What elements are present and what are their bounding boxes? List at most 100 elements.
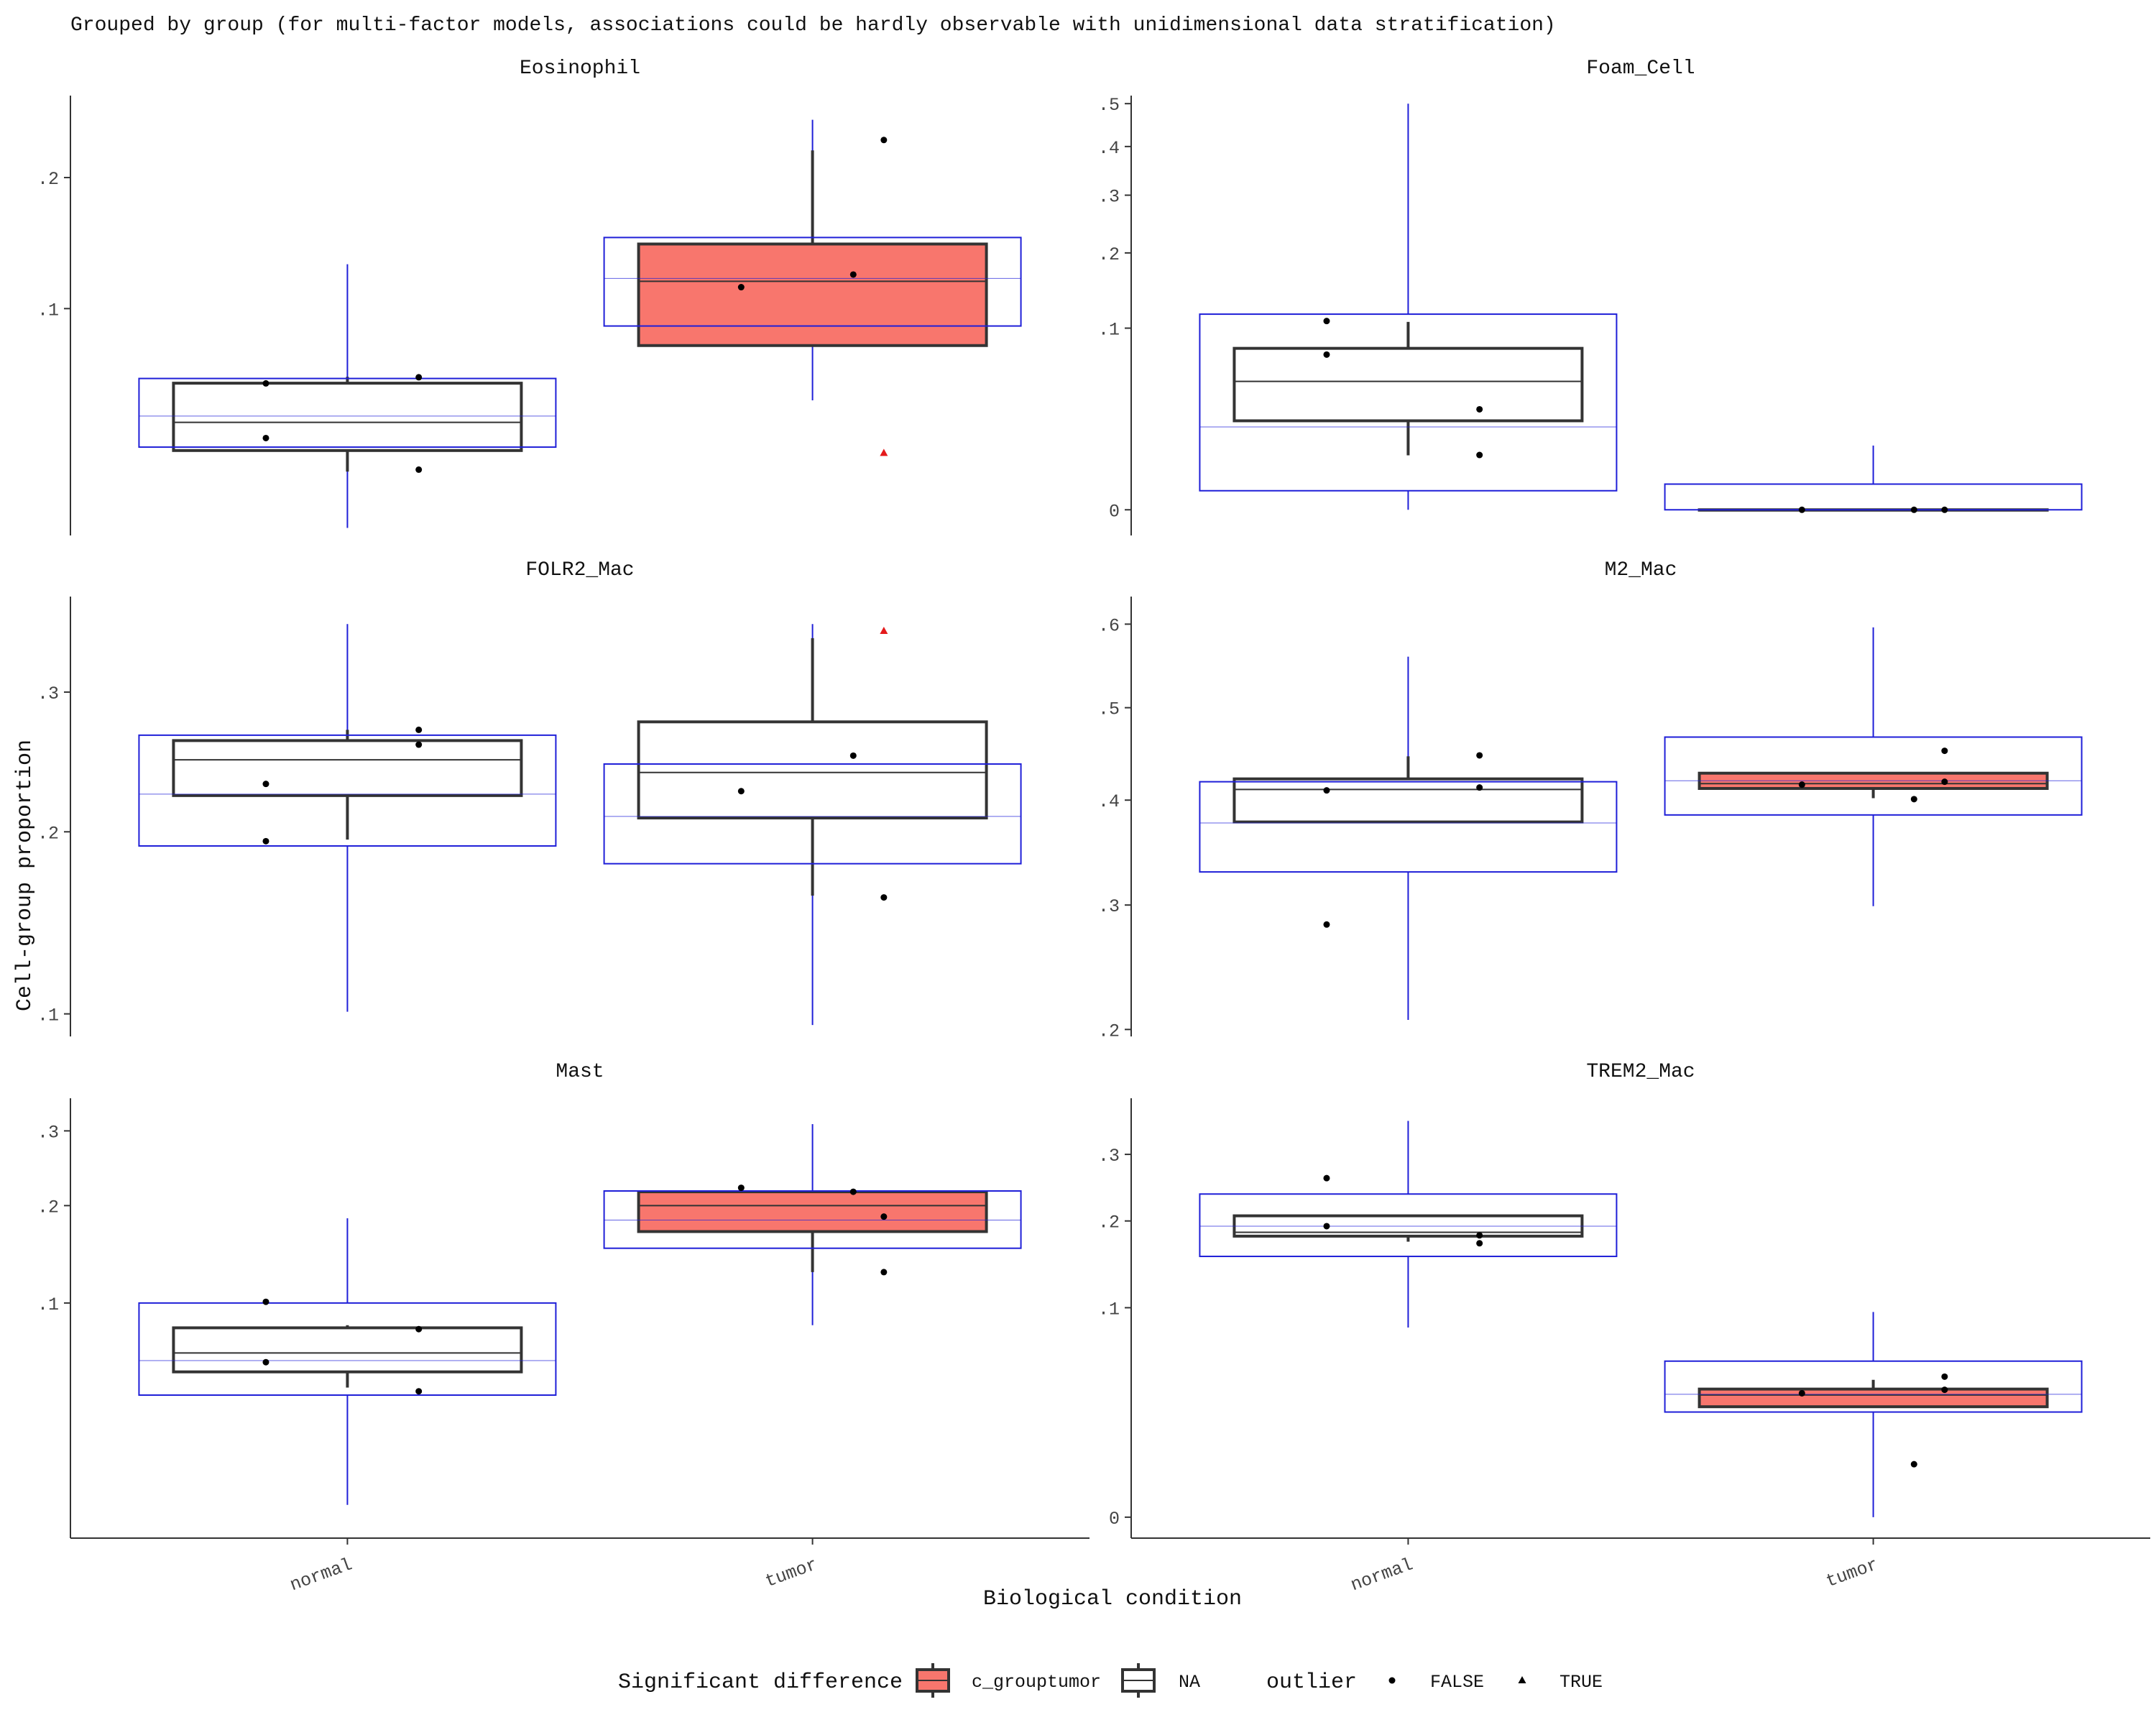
data-point <box>262 781 270 788</box>
panel-title: FOLR2_Mac <box>525 559 634 581</box>
x-axis-label: Biological condition <box>983 1587 1242 1611</box>
interval-box <box>1664 1360 2083 1413</box>
panel-mast: Mast .1 .2 .3 normal tumor <box>37 1061 1089 1596</box>
data-point <box>262 837 270 845</box>
y-tick-label: .4 <box>1098 791 1120 812</box>
panel-title: Foam_Cell <box>1586 58 1695 80</box>
data-point <box>415 741 423 748</box>
box <box>637 1190 988 1233</box>
interval-box <box>1664 483 2083 511</box>
data-point <box>415 1388 423 1395</box>
box <box>637 242 988 347</box>
panel-title: TREM2_Mac <box>1586 1061 1695 1083</box>
data-point <box>415 374 423 381</box>
interval-box <box>138 734 557 847</box>
data-point <box>415 1325 423 1333</box>
y-tick-label: .2 <box>1098 1021 1120 1041</box>
outlier-point <box>880 627 888 635</box>
data-point <box>1798 1389 1805 1397</box>
chart-title: Grouped by group (for multi-factor model… <box>70 14 1556 37</box>
data-point <box>1323 351 1330 358</box>
y-tick-label: .6 <box>1098 615 1120 636</box>
data-point <box>1798 781 1805 788</box>
y-tick-label: 0 <box>1109 501 1120 522</box>
y-tick-label: .1 <box>1098 320 1120 341</box>
y-axis-label: Cell-group proportion <box>13 740 37 1011</box>
box <box>1233 777 1584 824</box>
panel-eosinophil: Eosinophil .1 .2 <box>37 58 1022 535</box>
data-point <box>737 788 745 795</box>
x-tick-label: normal <box>1348 1554 1416 1596</box>
legend-fill-label: c_grouptumor <box>972 1672 1101 1693</box>
data-point <box>1941 506 1948 513</box>
data-point <box>1910 1460 1917 1468</box>
x-tick-label: tumor <box>763 1554 820 1592</box>
data-point <box>1798 506 1805 513</box>
x-tick-label: normal <box>287 1554 356 1596</box>
interval-box <box>138 377 557 448</box>
legend-shape-triangle <box>1518 1676 1526 1683</box>
y-tick-label: .1 <box>1098 1299 1120 1320</box>
data-point <box>262 434 270 441</box>
data-point <box>880 1269 888 1276</box>
data-point <box>737 1184 745 1192</box>
y-tick-label: 0 <box>1109 1509 1120 1530</box>
panel-trem2-mac: TREM2_Mac 0 .1 .2 .3 normal tumor <box>1098 1061 2150 1596</box>
data-point <box>1323 921 1330 928</box>
panel-folr2-mac: FOLR2_Mac .1 .2 .3 <box>37 559 1022 1036</box>
data-point <box>1910 506 1917 513</box>
box <box>637 720 988 820</box>
legend: Significant difference c_grouptumor NA outl… <box>618 1663 1603 1698</box>
data-point <box>849 1188 857 1195</box>
y-tick-label: .3 <box>1098 187 1120 208</box>
y-tick-label: .2 <box>37 823 59 844</box>
box <box>172 1326 523 1374</box>
data-point <box>415 726 423 733</box>
panel-title: Mast <box>556 1061 604 1083</box>
x-tick-label: tumor <box>1823 1554 1881 1592</box>
data-point <box>1941 748 1948 755</box>
legend-fill-label: NA <box>1179 1672 1200 1693</box>
box <box>172 739 523 797</box>
legend-fill-title: Significant difference <box>618 1670 903 1695</box>
data-point <box>849 752 857 759</box>
legend-key <box>1121 1663 1156 1698</box>
data-point <box>1941 1386 1948 1394</box>
data-point <box>1476 451 1483 459</box>
interval-box <box>1199 313 1618 492</box>
data-point <box>880 1213 888 1220</box>
interval-box <box>138 1302 557 1397</box>
legend-shape-title: outlier <box>1266 1670 1357 1695</box>
data-point <box>262 1358 270 1366</box>
data-point <box>1476 405 1483 413</box>
y-tick-label: .3 <box>1098 896 1120 917</box>
y-tick-label: .3 <box>37 684 59 704</box>
box <box>1697 1387 2049 1409</box>
data-point <box>1323 1174 1330 1182</box>
data-point <box>880 894 888 901</box>
y-tick-label: .5 <box>1098 95 1120 116</box>
data-point <box>1910 796 1917 803</box>
y-tick-label: .3 <box>37 1122 59 1143</box>
panel-m2-mac: M2_Mac .2 .3 .4 .5 .6 <box>1098 559 2083 1041</box>
y-tick-label: .2 <box>37 169 59 190</box>
outlier-point <box>880 448 888 456</box>
box <box>172 382 523 452</box>
data-point <box>1476 1240 1483 1247</box>
facet-panels: Eosinophil .1 .2 Foam_Cell 0 .1 .2 .3 .4 .5 FOLR2_… <box>37 58 2150 1596</box>
data-point <box>415 466 423 473</box>
interval-box <box>603 236 1022 327</box>
data-point <box>1323 1223 1330 1230</box>
data-point <box>1323 318 1330 325</box>
interval-box <box>1199 781 1618 873</box>
y-tick-label: .1 <box>37 1006 59 1026</box>
y-tick-label: .2 <box>1098 1213 1120 1233</box>
interval-box <box>603 1190 1022 1249</box>
y-tick-label: .3 <box>1098 1146 1120 1167</box>
legend-key <box>916 1663 950 1698</box>
data-point <box>1476 752 1483 759</box>
panel-title: Eosinophil <box>520 58 640 80</box>
legend-shape-label: TRUE <box>1560 1672 1603 1693</box>
data-point <box>737 284 745 291</box>
